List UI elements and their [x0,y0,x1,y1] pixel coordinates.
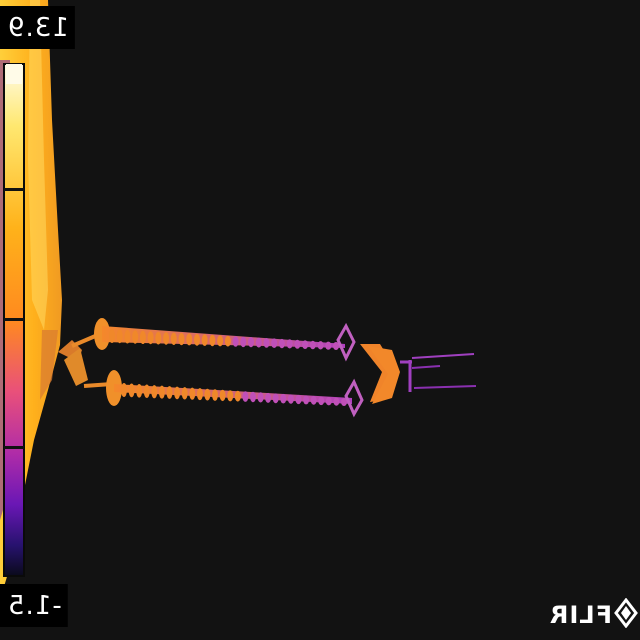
insulator-shed [109,329,115,343]
insulator-lower [64,348,362,414]
insulator-shed [186,333,192,345]
scale-tick [4,446,24,449]
insulator-shed [159,386,165,399]
insulator-shed [189,388,195,400]
insulator-shed [333,398,339,406]
insulator-shed [248,337,254,347]
scale-tick [4,318,24,321]
insulator-shed [280,394,286,404]
insulator-shed [167,386,173,399]
svg-text:FLIR: FLIR [549,601,612,628]
insulator-shed [144,385,150,398]
insulator-shed [121,383,127,397]
insulator-shed [163,332,169,345]
insulator-shed [258,392,264,402]
insulator-shed [220,390,226,401]
insulator-shed [202,334,208,346]
insulator-shed [242,391,248,402]
insulator-shed [256,338,262,348]
insulator-shed [124,330,130,344]
insulator-shed [235,391,241,402]
insulator-shed [204,389,210,401]
insulator-shed [227,390,233,401]
insulator-shed [325,342,331,350]
insulator-shed [182,387,188,399]
insulator-shed [311,396,317,405]
insulator-shed [233,336,239,347]
insulator-shed [318,341,324,349]
insulator-shed [294,340,300,349]
insulator-shed [148,331,154,344]
flir-logo: FLIR [542,598,638,628]
insulator-shed [174,387,180,400]
insulator-shed [250,392,256,402]
insulator-shed [197,388,203,400]
insulator-shed [217,335,223,346]
insulator-shed [212,389,218,401]
insulator-shed [318,397,324,406]
insulator-shed [302,340,308,349]
scale-tick [4,188,24,191]
insulator-shed [129,384,135,398]
insulator-shed [117,329,123,343]
insulator-shed [287,339,293,348]
insulator-shed [265,393,271,403]
insulator-shed [264,338,270,348]
insulator-shed [136,384,142,398]
insulator-shed [151,385,157,398]
insulator-shed [225,336,231,347]
insulator-shed [155,332,161,345]
insulator-shed [279,339,285,348]
insulator-shed [132,330,138,343]
temperature-max-label: 13.9 [0,6,75,49]
insulator-shed [209,335,215,346]
insulator-shed [326,397,332,405]
insulator-shed [140,331,146,344]
insulator-shed [171,333,177,345]
insulator-shed [310,341,316,350]
insulator-shed [194,334,200,346]
insulator-shed [303,395,309,404]
insulator-shed [240,337,246,347]
insulator-shed [288,394,294,403]
flir-emblem-icon [616,600,636,626]
insulator-shed [296,395,302,404]
insulator-shed [273,393,279,403]
insulator-shed [179,333,185,345]
temperature-min-label: -1.5 [0,584,68,627]
insulator-shed [271,338,277,348]
